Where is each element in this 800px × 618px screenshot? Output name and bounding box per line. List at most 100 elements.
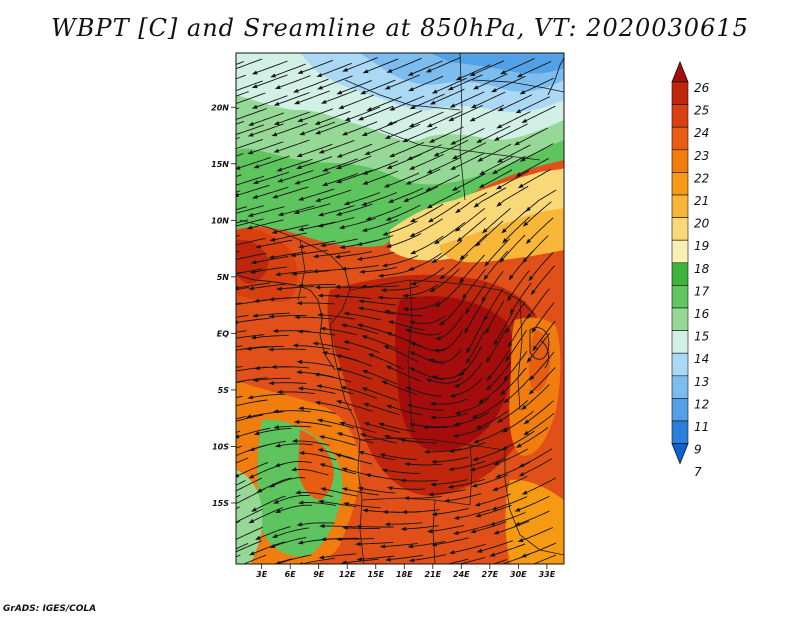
streamline (278, 391, 315, 395)
streamline-arrowhead (228, 244, 234, 248)
streamline-arrowhead (515, 172, 522, 177)
streamline (316, 401, 353, 411)
colorbar-label: 20 (694, 217, 710, 231)
streamline (381, 542, 418, 548)
streamline (236, 175, 265, 186)
streamline-arrowhead (296, 165, 302, 169)
streamline-arrowhead (507, 341, 513, 348)
streamline (466, 320, 485, 353)
streamline-arrowhead (271, 364, 277, 369)
streamline-arrowhead (277, 178, 283, 183)
streamline-arrowhead (236, 320, 238, 325)
streamline-arrowhead (426, 204, 433, 209)
streamline-arrowhead (485, 357, 491, 363)
streamline (410, 111, 444, 127)
streamline-arrowhead (505, 328, 510, 334)
streamline-arrowhead (402, 138, 408, 143)
streamline-arrowhead (252, 180, 259, 184)
streamline (236, 554, 241, 558)
streamline (428, 524, 465, 533)
streamline-arrowhead (426, 529, 433, 534)
streamline-arrowhead (358, 299, 364, 304)
lon-tick-label: 27E (482, 570, 499, 579)
streamline-arrowhead (469, 72, 476, 77)
streamline-arrowhead (497, 418, 503, 423)
streamline (250, 283, 287, 290)
streamline (359, 451, 396, 461)
streamline (430, 268, 460, 292)
streamline-arrowhead (277, 212, 284, 217)
streamline-arrowhead (344, 117, 351, 121)
streamline (300, 452, 337, 461)
streamline-arrowhead (501, 445, 508, 450)
streamline (340, 422, 376, 433)
streamline-arrowhead (335, 211, 342, 216)
streamline-arrowhead (213, 555, 219, 559)
streamline (236, 250, 240, 253)
streamline (278, 169, 314, 182)
streamline (367, 206, 402, 220)
streamline-arrowhead (247, 132, 254, 137)
streamline-arrowhead (251, 507, 257, 512)
streamline (495, 123, 528, 141)
streamline (473, 398, 505, 418)
streamline (275, 111, 310, 125)
longitude-axis: 3E 6E 9E 12E 15E 18E 21E 24E 27E 30E 33E (256, 564, 556, 579)
streamline (294, 344, 331, 350)
streamline-arrowhead (383, 183, 390, 188)
streamline-arrowhead (378, 422, 385, 427)
streamline-arrowhead (475, 241, 481, 247)
streamline (236, 137, 240, 140)
streamline (530, 351, 555, 380)
streamline-arrowhead (361, 227, 368, 232)
streamline (318, 419, 355, 429)
streamline-arrowhead (428, 358, 435, 363)
streamline-arrowhead (297, 118, 303, 122)
streamline-arrowhead (455, 76, 462, 81)
streamline (236, 234, 241, 237)
streamline-arrowhead (382, 510, 388, 515)
colorbar-segment (671, 262, 689, 286)
streamline-arrowhead (365, 473, 371, 478)
streamline (388, 487, 425, 490)
streamline (270, 315, 307, 318)
streamline (358, 555, 395, 561)
streamline-arrowhead (203, 117, 209, 121)
streamline-arrowhead (251, 84, 258, 89)
streamline (409, 252, 442, 271)
streamline-arrowhead (318, 435, 325, 440)
streamline (484, 288, 504, 320)
streamline (450, 460, 486, 470)
streamline (254, 377, 291, 381)
streamline (253, 95, 288, 109)
streamline (250, 440, 286, 451)
streamline (503, 216, 530, 243)
streamline (295, 203, 331, 214)
streamline-arrowhead (465, 348, 471, 354)
colorbar-segment (671, 352, 689, 377)
streamline-arrowhead (439, 274, 445, 280)
streamline (273, 558, 292, 564)
streamline-arrowhead (496, 201, 502, 207)
streamline-arrowhead (489, 552, 496, 557)
streamline (382, 381, 417, 395)
streamline (278, 286, 315, 290)
streamline (492, 75, 526, 92)
streamline-arrowhead (380, 288, 387, 293)
streamline-arrowhead (476, 548, 483, 553)
streamline-arrowhead (386, 68, 393, 73)
streamline-arrowhead (453, 422, 460, 427)
streamline-arrowhead (520, 553, 527, 558)
streamline (293, 440, 330, 446)
streamline (300, 502, 336, 506)
streamline-arrowhead (250, 260, 257, 265)
streamline (446, 558, 469, 564)
streamline-arrowhead (532, 345, 538, 352)
lon-tick-label: 18E (396, 570, 413, 579)
streamline-arrowhead (526, 357, 532, 364)
streamline (503, 430, 535, 450)
colorbar-label: 19 (694, 239, 709, 253)
lon-tick-label: 12E (339, 570, 356, 579)
streamline (387, 554, 423, 561)
streamline (299, 59, 334, 74)
